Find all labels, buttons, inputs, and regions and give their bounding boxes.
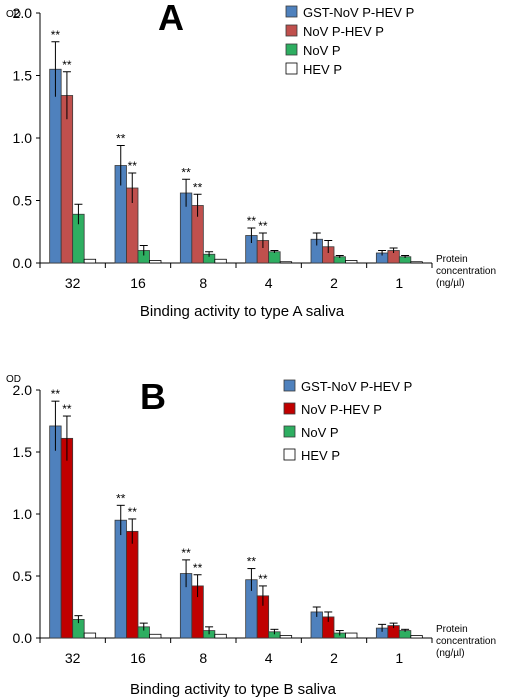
bar xyxy=(114,519,127,639)
x-axis-note-line-2: concentration xyxy=(436,266,496,277)
y-tick-label: 1.0 xyxy=(13,506,33,522)
legend-label: GST-NoV P-HEV P xyxy=(303,5,414,20)
legend-swatch xyxy=(283,448,296,461)
x-axis-title: Binding activity to type A saliva xyxy=(140,303,345,320)
y-tick-label: 0.0 xyxy=(13,630,33,646)
chart-panel-a: A OD Binding activity to type A saliva P… xyxy=(6,0,496,320)
y-axis-label: OD xyxy=(6,374,21,385)
bar xyxy=(49,68,62,264)
bar xyxy=(126,530,139,639)
significance-mark: ** xyxy=(128,505,138,519)
bar xyxy=(60,95,74,264)
significance-mark: ** xyxy=(51,387,61,401)
y-tick-label: 0.0 xyxy=(13,255,33,271)
x-tick-label: 32 xyxy=(65,275,81,291)
y-tick-label: 1.0 xyxy=(13,130,33,146)
legend: GST-NoV P-HEV P NoV P-HEV P NoV P HEV P xyxy=(285,5,414,77)
x-tick-label: 8 xyxy=(199,275,207,291)
x-tick-label: 32 xyxy=(65,650,81,666)
x-axis-note-line-1: Protein xyxy=(436,624,468,635)
significance-mark: ** xyxy=(116,132,126,146)
bar xyxy=(83,258,97,264)
significance-mark: ** xyxy=(247,214,257,228)
x-axis-note-line-2: concentration xyxy=(436,636,496,647)
significance-mark: ** xyxy=(62,58,72,72)
legend-swatch xyxy=(285,5,298,18)
legend-label: HEV P xyxy=(303,62,342,77)
x-axis-title: Binding activity to type B saliva xyxy=(130,681,337,698)
x-tick-label: 8 xyxy=(199,650,207,666)
bar xyxy=(345,260,358,264)
significance-mark: ** xyxy=(181,165,191,179)
significance-mark: ** xyxy=(258,219,268,233)
legend-label: NoV P-HEV P xyxy=(301,402,382,417)
significance-mark: ** xyxy=(258,572,268,586)
y-tick-label: 0.5 xyxy=(13,568,33,584)
significance-mark: ** xyxy=(193,561,203,575)
plot-area: 0.00.51.01.52.032 16 8 4 2 1**************** xyxy=(13,5,433,291)
bar xyxy=(60,437,74,639)
legend-swatch xyxy=(285,62,298,75)
x-tick-label: 1 xyxy=(395,650,403,666)
x-axis-note-line-1: Protein xyxy=(436,254,468,265)
bar xyxy=(83,632,97,639)
y-tick-label: 0.5 xyxy=(13,193,33,209)
bar xyxy=(279,635,293,639)
bar xyxy=(410,635,423,639)
significance-mark: ** xyxy=(128,159,138,173)
significance-mark: ** xyxy=(247,555,257,569)
x-tick-label: 4 xyxy=(265,275,273,291)
legend-swatch xyxy=(283,379,296,392)
x-tick-label: 4 xyxy=(265,650,273,666)
chart-panel-b: B OD Binding activity to type B saliva P… xyxy=(6,374,496,698)
y-axis-label: OD xyxy=(6,9,21,20)
significance-mark: ** xyxy=(62,402,72,416)
legend-swatch xyxy=(285,43,298,56)
bar xyxy=(149,633,162,639)
legend-swatch xyxy=(283,402,296,415)
legend-swatch xyxy=(285,24,298,37)
bar xyxy=(149,260,162,264)
legend-label: GST-NoV P-HEV P xyxy=(301,379,412,394)
legend: GST-NoV P-HEV P NoV P-HEV P NoV P HEV P xyxy=(283,379,412,463)
x-tick-label: 2 xyxy=(330,650,338,666)
legend-swatch xyxy=(283,425,296,438)
significance-mark: ** xyxy=(181,546,191,560)
significance-mark: ** xyxy=(193,180,203,194)
legend-label: HEV P xyxy=(301,448,340,463)
bar xyxy=(410,261,423,264)
bar xyxy=(214,258,227,264)
bar xyxy=(214,633,227,639)
significance-mark: ** xyxy=(116,491,126,505)
panel-letter-a: A xyxy=(158,0,184,38)
bar xyxy=(345,632,358,639)
x-tick-label: 16 xyxy=(130,650,146,666)
x-tick-label: 1 xyxy=(395,275,403,291)
y-tick-label: 1.5 xyxy=(13,444,33,460)
legend-label: NoV P-HEV P xyxy=(303,24,384,39)
significance-mark: ** xyxy=(51,28,61,42)
bar xyxy=(268,251,281,264)
y-tick-label: 2.0 xyxy=(13,382,33,398)
panel-letter-b: B xyxy=(140,376,166,417)
x-tick-label: 2 xyxy=(330,275,338,291)
bar xyxy=(49,425,62,639)
plot-area: 0.00.51.01.52.032 16 8 4 2 1**************** xyxy=(13,382,433,666)
x-tick-label: 16 xyxy=(130,275,146,291)
x-axis-note-line-3: (ng/µl) xyxy=(436,648,465,659)
legend-label: NoV P xyxy=(301,425,339,440)
legend-label: NoV P xyxy=(303,43,341,58)
x-axis-note-line-3: (ng/µl) xyxy=(436,278,465,289)
y-tick-label: 1.5 xyxy=(13,68,33,84)
y-tick-label: 2.0 xyxy=(13,5,33,21)
bar xyxy=(279,261,293,264)
